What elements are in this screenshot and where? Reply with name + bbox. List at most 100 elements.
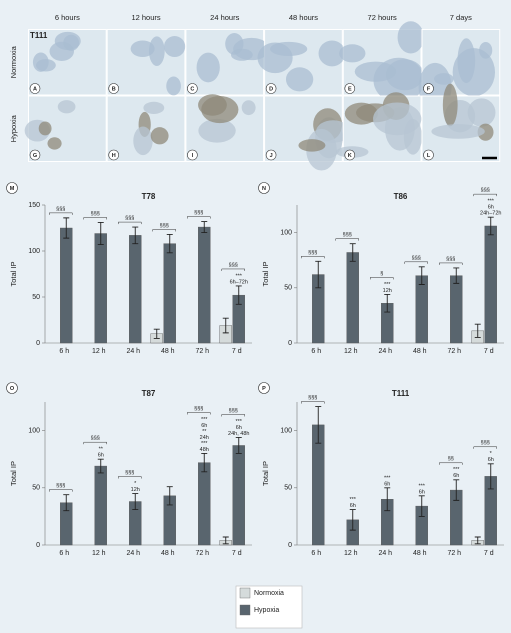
panel-badge	[6, 182, 18, 194]
bar	[346, 252, 359, 344]
significance-bracket	[473, 446, 497, 449]
stat-label: ***	[350, 497, 357, 503]
tissue	[285, 67, 314, 92]
panel-badge	[423, 149, 434, 161]
panel-badge	[258, 182, 270, 194]
significance-bracket	[370, 277, 394, 280]
tissue	[318, 40, 346, 67]
tissue	[452, 48, 496, 97]
stat-label: 24h–72h	[480, 211, 501, 217]
tissue	[36, 59, 56, 72]
significance-label: §§§	[446, 256, 455, 262]
stat-label: ***	[453, 467, 460, 473]
panel-badge	[344, 83, 356, 94]
column-header: 12 hours	[131, 13, 160, 22]
panel-badge	[187, 83, 198, 94]
stat-label: *	[490, 451, 493, 457]
stat-label: ***	[419, 483, 426, 489]
stat-label: 6h	[350, 503, 356, 509]
x-tick-label: 72 h	[447, 550, 461, 557]
error-bar	[487, 463, 494, 490]
significance-label: §§§	[308, 250, 317, 256]
bar	[450, 275, 463, 344]
error-bar	[349, 509, 356, 531]
error-bar	[166, 233, 173, 254]
panel-badge	[265, 149, 277, 161]
column-header: 24 hours	[210, 13, 239, 22]
tissue	[373, 102, 422, 136]
panel-letter: H	[112, 153, 116, 159]
x-tick-label: 24 h	[126, 348, 140, 355]
tissue	[442, 83, 458, 127]
stat-label: 6h	[201, 423, 207, 429]
x-tick-label: 7 d	[232, 348, 242, 355]
significance-bracket	[335, 238, 359, 241]
y-tick-label: 100	[280, 229, 292, 236]
chart-title: T87	[142, 389, 156, 398]
error-bar	[201, 221, 208, 234]
x-tick-label: 6 h	[59, 550, 69, 557]
tissue	[201, 95, 239, 124]
error-bar	[63, 217, 70, 239]
x-tick-label: 12 h	[344, 348, 358, 355]
x-tick-label: 48 h	[161, 348, 175, 355]
error-bar	[384, 487, 391, 512]
error-bar	[349, 243, 356, 262]
significance-label: §§§	[229, 262, 238, 268]
tissue	[397, 21, 424, 54]
tissue	[270, 41, 308, 57]
significance-label: §§§	[481, 188, 490, 194]
significance-label: §§§	[56, 483, 65, 489]
x-tick-label: 24 h	[378, 550, 392, 557]
significance-label: §§§	[229, 408, 238, 414]
column-header: 6 hours	[55, 13, 80, 22]
stat-label: ***	[236, 419, 243, 425]
panel-letter: B	[112, 86, 116, 92]
row-label: Normoxia	[9, 45, 18, 78]
tissue	[434, 73, 454, 85]
stat-label: 24h	[200, 435, 209, 441]
bar	[94, 465, 107, 546]
significance-bracket	[473, 193, 497, 197]
significance-label: §§§	[91, 211, 100, 217]
y-tick-label: 50	[284, 285, 292, 292]
significance-label: §§§	[194, 406, 203, 412]
y-tick-label: 50	[32, 485, 40, 492]
error-bar	[222, 536, 229, 545]
error-bar	[132, 493, 139, 510]
significance-label: §§§	[125, 216, 134, 222]
stat-label: 6h	[98, 453, 104, 459]
significance-bracket	[118, 476, 142, 479]
significance-bracket	[118, 221, 142, 225]
panel-letter: A	[33, 86, 37, 92]
x-tick-label: 48 h	[413, 550, 427, 557]
legend-swatch	[239, 587, 251, 599]
stat-label: 6h	[384, 481, 390, 487]
significance-label: §§§	[343, 232, 352, 238]
x-tick-label: 48 h	[413, 348, 427, 355]
tissue	[47, 137, 62, 150]
error-bar	[97, 222, 104, 246]
bar	[484, 225, 497, 344]
row-label: Hypoxia	[9, 114, 18, 142]
tissue	[431, 124, 485, 139]
significance-label: §§§	[160, 223, 169, 229]
panel-letter: C	[190, 86, 194, 92]
x-tick-label: 7 d	[232, 550, 242, 557]
tissue	[130, 40, 155, 58]
tissue	[198, 118, 236, 143]
micrograph-grid	[24, 21, 501, 171]
stat-label: 6h	[488, 457, 494, 463]
significance-label: §§§	[125, 470, 134, 476]
x-tick-label: 72 h	[195, 550, 209, 557]
y-axis-label: Total IP	[9, 261, 18, 286]
significance-label: §	[380, 271, 383, 277]
tissue	[164, 36, 186, 58]
panel-letter: N	[262, 186, 266, 192]
y-tick-label: 0	[288, 340, 292, 347]
column-header: 7 days	[450, 13, 472, 22]
stat-label: 6h	[419, 489, 425, 495]
tissue	[225, 33, 244, 55]
tissue	[166, 76, 181, 96]
